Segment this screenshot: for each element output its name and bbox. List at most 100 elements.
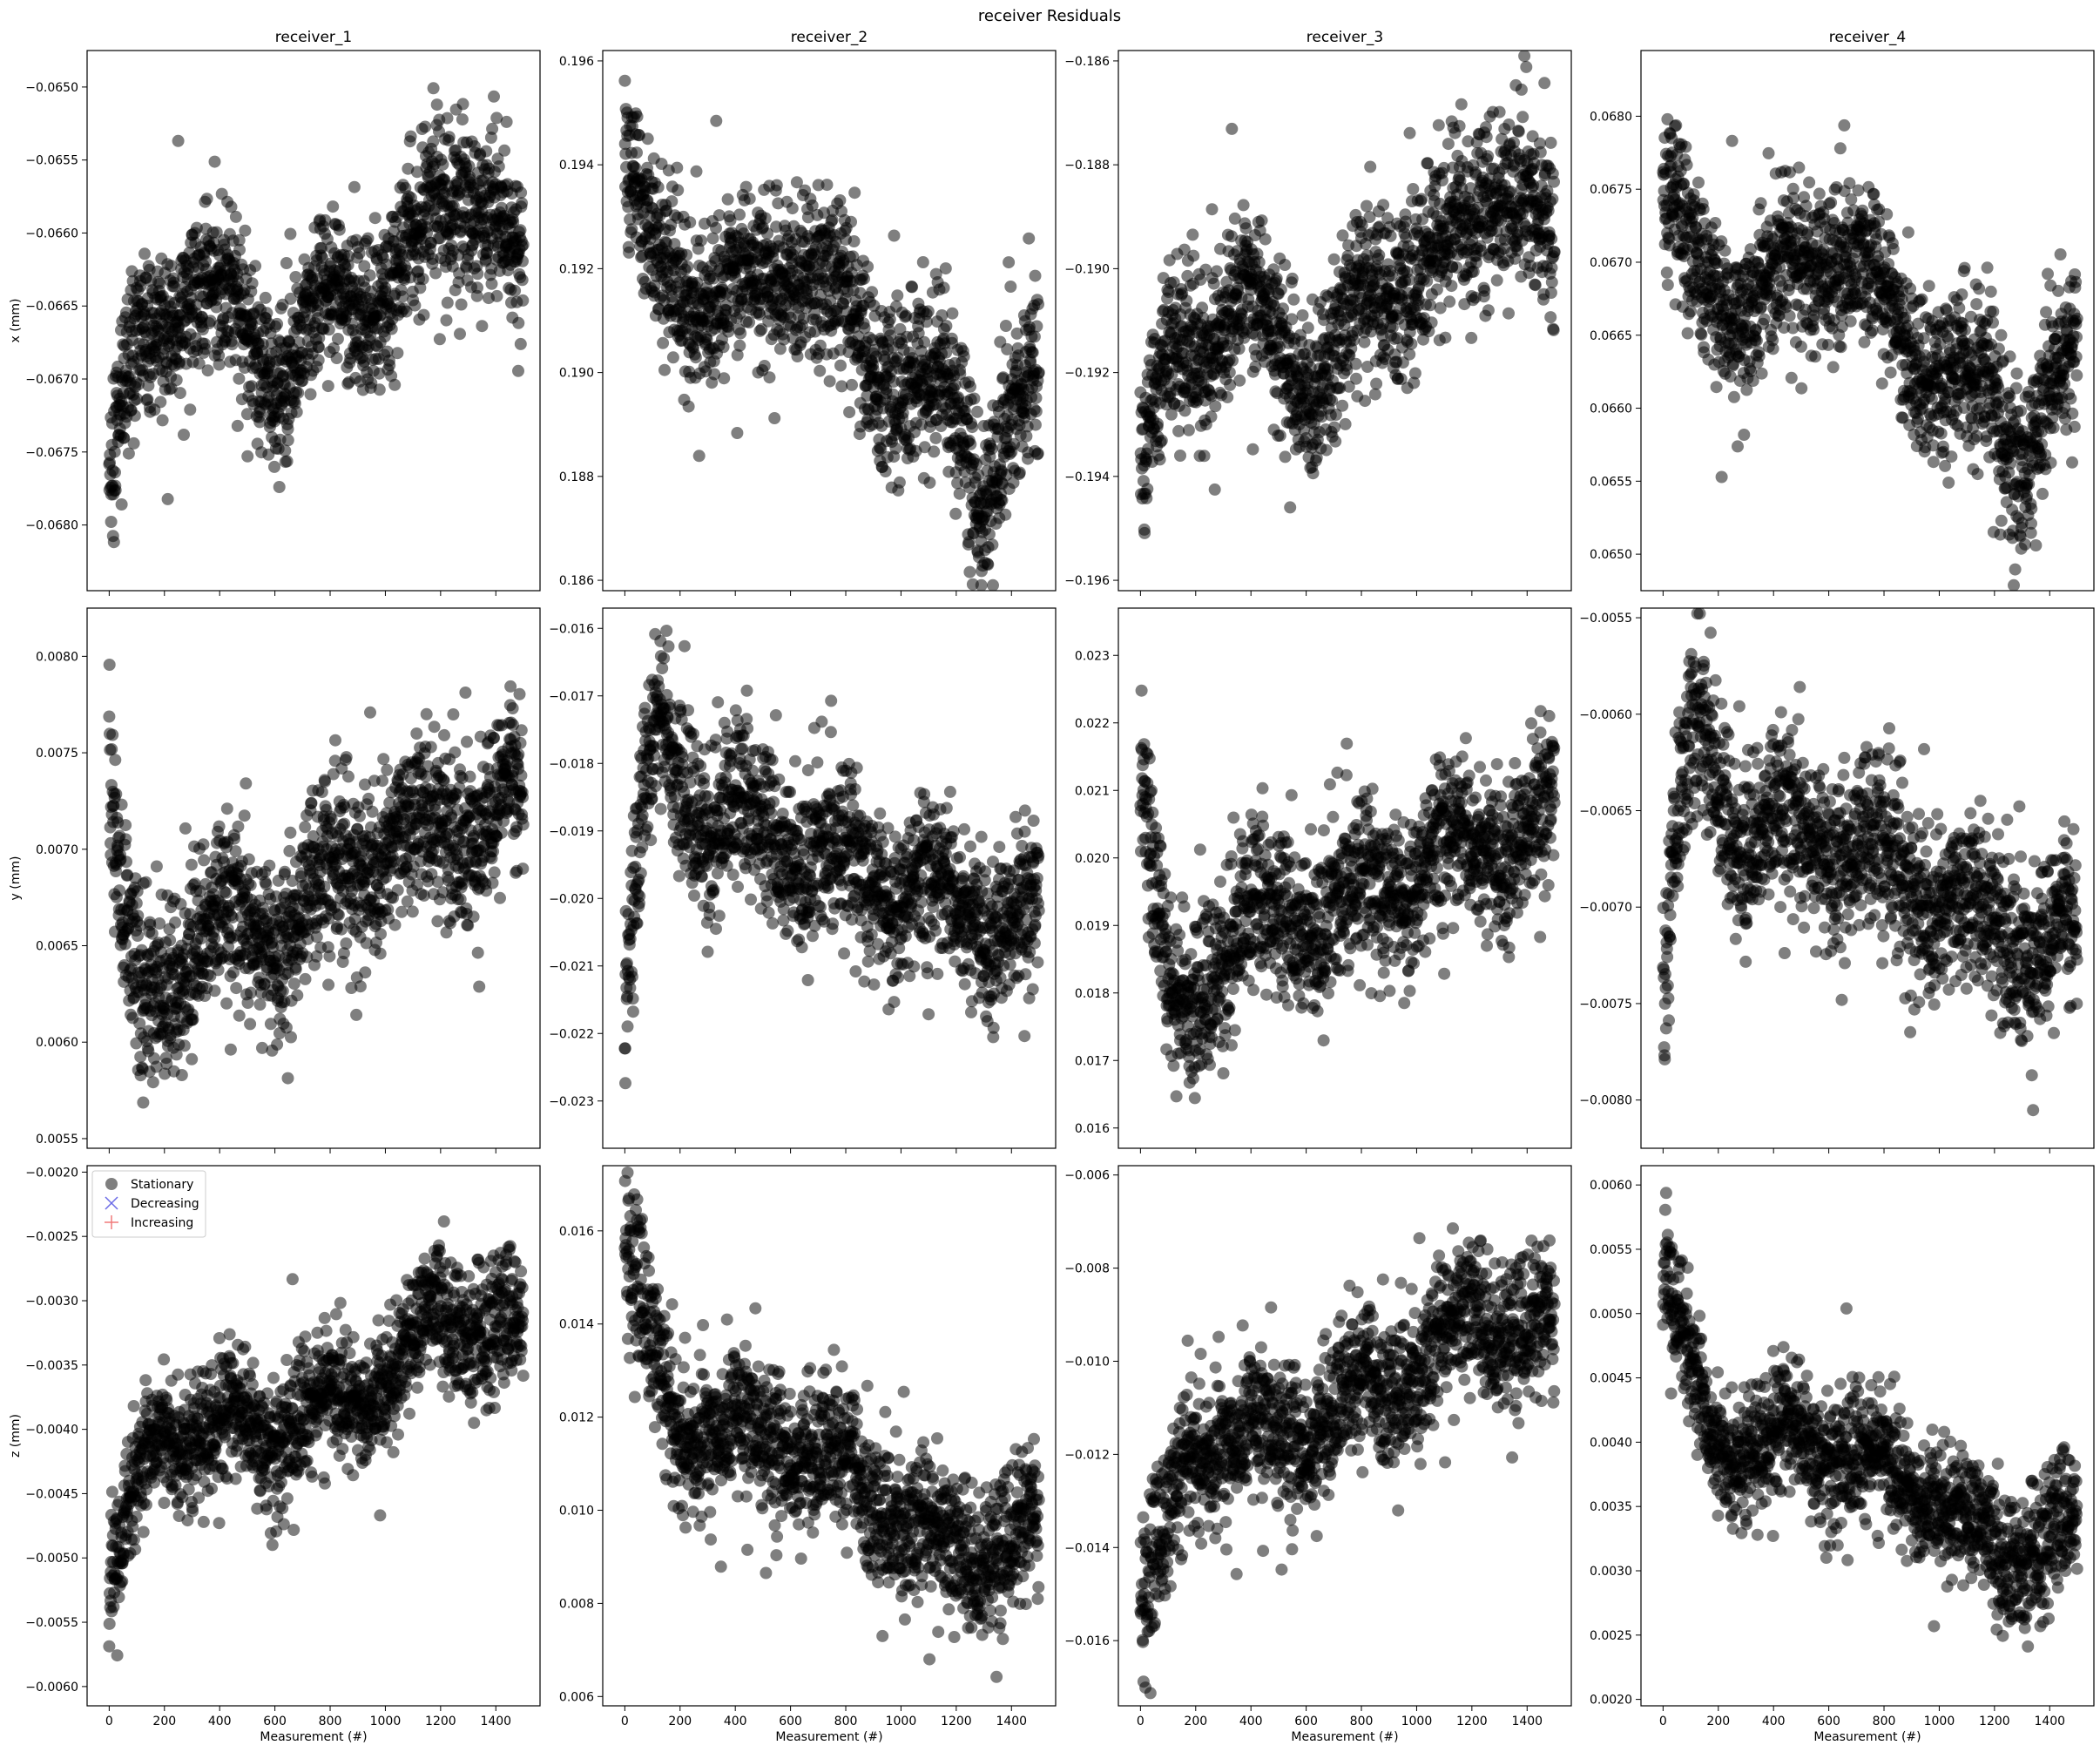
data-point [929, 431, 942, 444]
data-point [271, 317, 284, 330]
data-point [441, 296, 454, 309]
data-point [1421, 157, 1435, 170]
data-point [922, 305, 935, 318]
data-point [1032, 366, 1045, 379]
data-point [138, 247, 151, 260]
y-tick-label: −0.188 [1064, 159, 1110, 172]
data-point [858, 321, 871, 335]
data-point [1430, 283, 1443, 296]
y-tick-label: −0.0650 [25, 81, 78, 95]
data-point [514, 224, 527, 237]
y-tick-label: −0.0680 [25, 519, 78, 533]
data-point [1030, 320, 1043, 333]
data-point [996, 494, 1009, 507]
data-point [379, 281, 392, 294]
data-point [292, 386, 305, 399]
data-point [331, 333, 344, 345]
data-point [1198, 450, 1211, 463]
data-point [313, 341, 325, 354]
data-point [456, 113, 469, 126]
data-point [1661, 279, 1674, 291]
data-point [249, 260, 262, 273]
data-point [1233, 374, 1246, 387]
data-point [154, 396, 167, 409]
data-point [210, 226, 223, 239]
data-point [312, 354, 325, 367]
data-point [1286, 272, 1299, 285]
data-point [327, 200, 340, 213]
data-point [1209, 400, 1222, 413]
data-point [1545, 233, 1558, 246]
data-point [971, 405, 983, 418]
data-point [1273, 430, 1286, 442]
data-point [1336, 399, 1349, 412]
data-point [1407, 183, 1420, 195]
data-point [1504, 185, 1517, 198]
data-point [246, 277, 259, 290]
data-point [1276, 311, 1288, 324]
data-point [1445, 280, 1458, 293]
data-point [786, 202, 799, 215]
data-point [1140, 491, 1153, 504]
y-tick-label: 0.186 [559, 574, 594, 588]
data-point [509, 284, 522, 297]
data-point [706, 232, 719, 245]
data-point [652, 303, 665, 316]
data-point [246, 380, 258, 393]
data-point [893, 476, 906, 489]
data-point [512, 364, 524, 377]
data-point [229, 210, 242, 223]
data-point [823, 375, 836, 388]
panel-receiver_4-x: receiver_40.06500.06550.06600.06650.0670… [1590, 29, 2095, 596]
data-point [490, 289, 503, 302]
data-point [966, 421, 979, 434]
data-point [623, 246, 636, 259]
data-point [429, 267, 442, 280]
data-point [1766, 342, 1779, 355]
data-point [1315, 410, 1328, 423]
data-point [1403, 126, 1416, 139]
data-point [1004, 281, 1017, 293]
scatter-points [1657, 112, 2083, 591]
data-point [1544, 287, 1557, 299]
data-point [891, 289, 904, 302]
data-point [1151, 417, 1164, 430]
data-point [1007, 477, 1020, 490]
data-point [1542, 204, 1555, 217]
data-point [184, 403, 197, 416]
data-point [1685, 305, 1698, 318]
data-point [1740, 383, 1753, 396]
data-point [1670, 118, 1683, 132]
data-point [739, 180, 753, 193]
data-point [427, 135, 440, 148]
data-point [1490, 274, 1503, 287]
data-point [1396, 356, 1409, 369]
data-point [380, 258, 393, 271]
data-point [1301, 321, 1314, 335]
data-point [1226, 354, 1239, 367]
data-point [1544, 136, 1557, 149]
data-point [233, 372, 246, 385]
data-point [1026, 346, 1039, 359]
data-point [109, 466, 121, 479]
y-tick-label: −0.194 [1064, 470, 1110, 484]
data-point [957, 350, 970, 363]
data-point [1533, 137, 1546, 150]
data-point [1364, 160, 1377, 173]
data-point [999, 320, 1012, 332]
y-tick-label: −0.0670 [25, 373, 78, 387]
data-point [1455, 98, 1468, 111]
data-point [858, 272, 870, 285]
y-tick-label: −0.190 [1064, 262, 1110, 276]
data-point [768, 412, 781, 424]
data-point [507, 216, 520, 228]
data-point [790, 176, 803, 189]
data-point [954, 368, 967, 381]
data-point [1296, 309, 1309, 321]
data-point [1370, 377, 1383, 390]
data-point [1032, 298, 1044, 311]
data-point [724, 213, 737, 227]
data-point [353, 247, 366, 260]
data-point [115, 498, 128, 511]
